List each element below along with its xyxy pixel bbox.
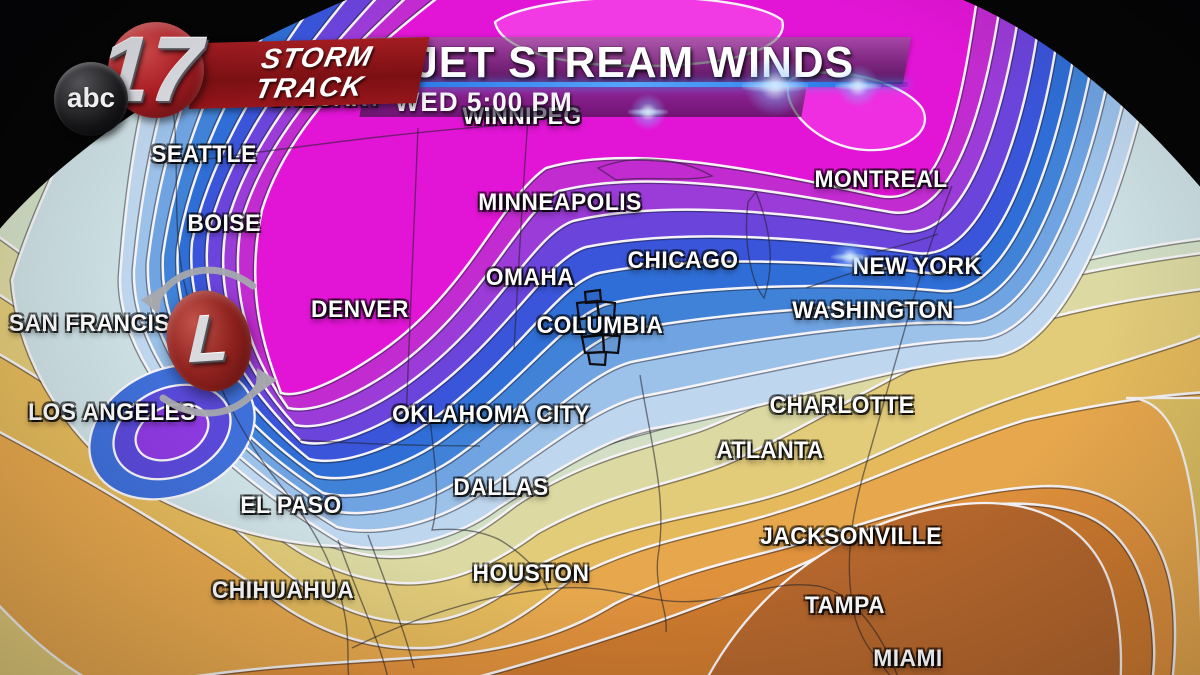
city-label: TAMPA [804, 592, 886, 619]
city-label: MIAMI [873, 645, 943, 672]
geo-border-line [185, 123, 521, 163]
geo-border-line [513, 117, 529, 351]
city-label: NEW YORK [852, 253, 982, 280]
geo-border-line [367, 534, 415, 669]
storm-track-banner: STORM TRACK [188, 37, 430, 109]
valid-time: WED 5:00 PM [394, 87, 573, 117]
geo-border-line [337, 539, 388, 675]
city-label: JACKSONVILLE [760, 523, 942, 550]
county-outline [586, 350, 608, 367]
city-label: CHIHUAHUA [211, 577, 355, 604]
abc-network-logo: abc [54, 62, 128, 136]
geo-border-line [639, 374, 667, 633]
city-label: DENVER [311, 296, 409, 323]
rotation-arrows-icon [141, 266, 277, 417]
geo-border-line [596, 158, 714, 181]
geo-border-line [405, 127, 419, 421]
low-pressure-marker: L [129, 256, 289, 426]
geo-border-line [171, 101, 350, 675]
city-label: EL PASO [240, 492, 342, 519]
globe-edge-wedge [0, 0, 347, 229]
city-label: CHICAGO [627, 247, 739, 274]
station-logo: STORM TRACK 17 abc [40, 14, 430, 136]
banner-divider-line [357, 82, 909, 87]
geo-border-line [299, 439, 481, 447]
viewing-area-counties [575, 288, 622, 367]
city-label: OMAHA [485, 264, 575, 291]
geo-border-line [351, 583, 898, 675]
geo-border-line [429, 419, 549, 591]
city-label: WASHINGTON [792, 297, 954, 324]
low-pressure-letter: L [187, 299, 231, 377]
city-label: OKLAHOMA CITY [392, 401, 590, 428]
city-label: DALLAS [453, 474, 549, 501]
geo-border-line [848, 185, 953, 675]
county-outline [601, 333, 622, 355]
city-label: COLUMBIA [536, 312, 664, 339]
city-label: SEATTLE [151, 141, 257, 168]
right-strip [1125, 396, 1200, 624]
city-label: ATLANTA [716, 437, 824, 464]
page-title: JET STREAM WINDS [414, 38, 855, 87]
storm-track-line2: TRACK [252, 70, 368, 105]
title-banner: JET STREAM WINDS [357, 37, 912, 87]
timestamp-banner: WED 5:00 PM [359, 87, 807, 117]
globe-edge-wedge [963, 0, 1200, 187]
globe-edge-corners [0, 0, 1200, 229]
abc-network-text: abc [66, 82, 116, 113]
corner-yellow [0, 604, 84, 675]
city-label: MINNEAPOLIS [478, 189, 642, 216]
city-label: HOUSTON [472, 560, 590, 587]
city-label: MONTREAL [814, 166, 948, 193]
geo-border-line [745, 190, 771, 300]
city-label: BOISE [187, 210, 261, 237]
city-label: CHARLOTTE [769, 392, 915, 419]
